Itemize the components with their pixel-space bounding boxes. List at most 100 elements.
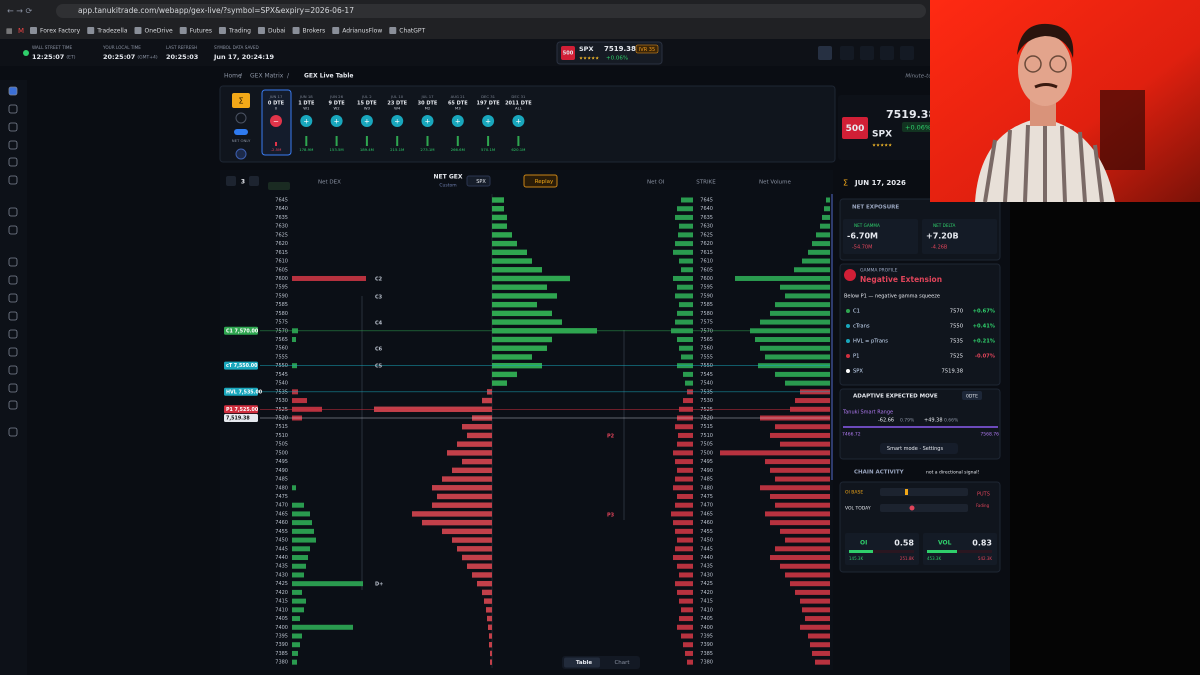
- bookmark[interactable]: Forex Factory: [40, 28, 81, 35]
- crumb[interactable]: GEX Matrix: [250, 73, 284, 80]
- sidebar-icon[interactable]: [8, 400, 18, 410]
- bookmark[interactable]: Dubai: [268, 28, 286, 35]
- sidebar-icon[interactable]: [8, 140, 18, 150]
- sum-toggle[interactable]: [232, 93, 250, 108]
- col-net-volume[interactable]: Net Volume: [759, 180, 791, 186]
- strike-label: 7400: [700, 625, 713, 631]
- expiry-date[interactable]: JUL 10: [390, 94, 404, 99]
- strike-label: 7525: [275, 407, 288, 413]
- oi-bar: [673, 520, 693, 526]
- strike-label: 7510: [700, 433, 713, 439]
- expiry-date[interactable]: JUN 26: [329, 94, 343, 99]
- zoom-out[interactable]: [226, 176, 236, 186]
- zoom-in[interactable]: [249, 176, 259, 186]
- sidebar-icon[interactable]: [8, 275, 18, 285]
- symbol-select[interactable]: [466, 175, 491, 187]
- strike-label: 7440: [700, 555, 713, 561]
- bookmark[interactable]: Brokers: [303, 28, 326, 35]
- sidebar-icon[interactable]: [8, 157, 18, 167]
- sidebar-icon[interactable]: [8, 225, 18, 235]
- sidebar-icon[interactable]: [8, 86, 18, 96]
- oi-bar: [675, 476, 693, 482]
- strike-label: 7385: [700, 651, 713, 657]
- expiry-total: 178.9M: [299, 147, 313, 152]
- card-title: NET EXPOSURE: [852, 205, 899, 211]
- expiry-dte[interactable]: 2011 DTE: [505, 101, 532, 107]
- view-icon[interactable]: [818, 46, 832, 60]
- replay-button[interactable]: [523, 174, 558, 188]
- sidebar-icon[interactable]: [8, 383, 18, 393]
- volume-bar: [770, 520, 830, 526]
- strike-label: 7435: [275, 564, 288, 570]
- bookmark[interactable]: OneDrive: [145, 28, 174, 35]
- bookmark[interactable]: ChatGPT: [399, 28, 425, 35]
- url-field[interactable]: [56, 4, 926, 18]
- sidebar-icon[interactable]: [8, 329, 18, 339]
- sidebar-icon[interactable]: [8, 293, 18, 303]
- col-net-gex[interactable]: NET GEX: [434, 174, 463, 181]
- expiry-toggle[interactable]: [512, 115, 525, 127]
- bookmark[interactable]: Futures: [190, 28, 212, 35]
- sidebar-icon[interactable]: [8, 257, 18, 267]
- expiry-dte[interactable]: 197 DTE: [477, 101, 501, 107]
- expiry-date[interactable]: JUN 18: [299, 94, 313, 99]
- bookmark[interactable]: Trading: [228, 28, 251, 35]
- view-icon[interactable]: [900, 46, 914, 60]
- level-annotation: P3: [607, 513, 615, 519]
- clock-toggle[interactable]: [235, 112, 247, 124]
- expiry-date[interactable]: DEC 31: [511, 94, 526, 99]
- bookmark-icon: [389, 27, 397, 34]
- expiry-toggle[interactable]: [270, 115, 282, 127]
- sidebar-icon[interactable]: [8, 427, 18, 437]
- expiry-date[interactable]: DEC 31: [481, 94, 496, 99]
- expiry-toggle[interactable]: [482, 115, 495, 127]
- expiry-date[interactable]: AUG 21: [451, 94, 466, 99]
- col-net-oi[interactable]: Net OI: [647, 180, 665, 186]
- expiry-dte[interactable]: 23 DTE: [387, 101, 407, 107]
- bookmark[interactable]: Tradezella: [96, 28, 128, 35]
- strike-label: 7405: [275, 616, 288, 622]
- expiry-dte[interactable]: 9 DTE: [328, 101, 345, 107]
- expiry-dte[interactable]: 30 DTE: [418, 101, 438, 107]
- col-net-dex[interactable]: Net DEX: [318, 180, 341, 186]
- sidebar-icon[interactable]: [8, 207, 18, 217]
- strike-label: 7475: [275, 494, 288, 500]
- expiry-date[interactable]: JUL 2: [361, 94, 372, 99]
- sidebar-icon[interactable]: [8, 104, 18, 114]
- strike-label: 7510: [275, 433, 288, 439]
- gex-bar: [492, 197, 504, 203]
- dex-bar: [292, 616, 300, 622]
- view-icon[interactable]: [880, 46, 894, 60]
- expiry-toggle[interactable]: [451, 115, 464, 127]
- sidebar-icon[interactable]: [8, 347, 18, 357]
- expiry-toggle[interactable]: [360, 115, 373, 127]
- view-icon[interactable]: [860, 46, 874, 60]
- oi-box: [845, 533, 919, 565]
- col-strike: STRIKE: [696, 180, 716, 186]
- sidebar-icon[interactable]: [8, 175, 18, 185]
- bookmark-icon: [30, 27, 37, 34]
- strike-label: 7535: [275, 389, 288, 395]
- expiry-dte[interactable]: 65 DTE: [448, 101, 468, 107]
- expiry-toggle[interactable]: [300, 115, 313, 127]
- bookmark[interactable]: AdrianusFlow: [342, 28, 382, 35]
- view-icon[interactable]: [840, 46, 854, 60]
- crumb[interactable]: Home: [224, 73, 242, 80]
- expiry-toggle[interactable]: [391, 115, 404, 127]
- sidebar-icon[interactable]: [8, 311, 18, 321]
- chart-tab-text[interactable]: Chart: [614, 660, 630, 666]
- expiry-date[interactable]: JUL 17: [420, 94, 434, 99]
- expiry-toggle[interactable]: [330, 115, 343, 127]
- sidebar-icon[interactable]: [8, 122, 18, 132]
- expiry-toggle[interactable]: [421, 115, 434, 127]
- expiry-dte[interactable]: 15 DTE: [357, 101, 377, 107]
- net-only-switch[interactable]: [234, 129, 248, 135]
- table-tab[interactable]: [564, 657, 600, 668]
- expiry-date[interactable]: JUN 17: [269, 94, 283, 99]
- gmail-icon: M: [18, 27, 24, 35]
- smart-mode-button[interactable]: [880, 443, 958, 454]
- expiry-dte[interactable]: 1 DTE: [298, 101, 315, 107]
- link-toggle[interactable]: [235, 148, 247, 160]
- expiry-dte[interactable]: 0 DTE: [268, 101, 285, 107]
- sidebar-icon[interactable]: [8, 365, 18, 375]
